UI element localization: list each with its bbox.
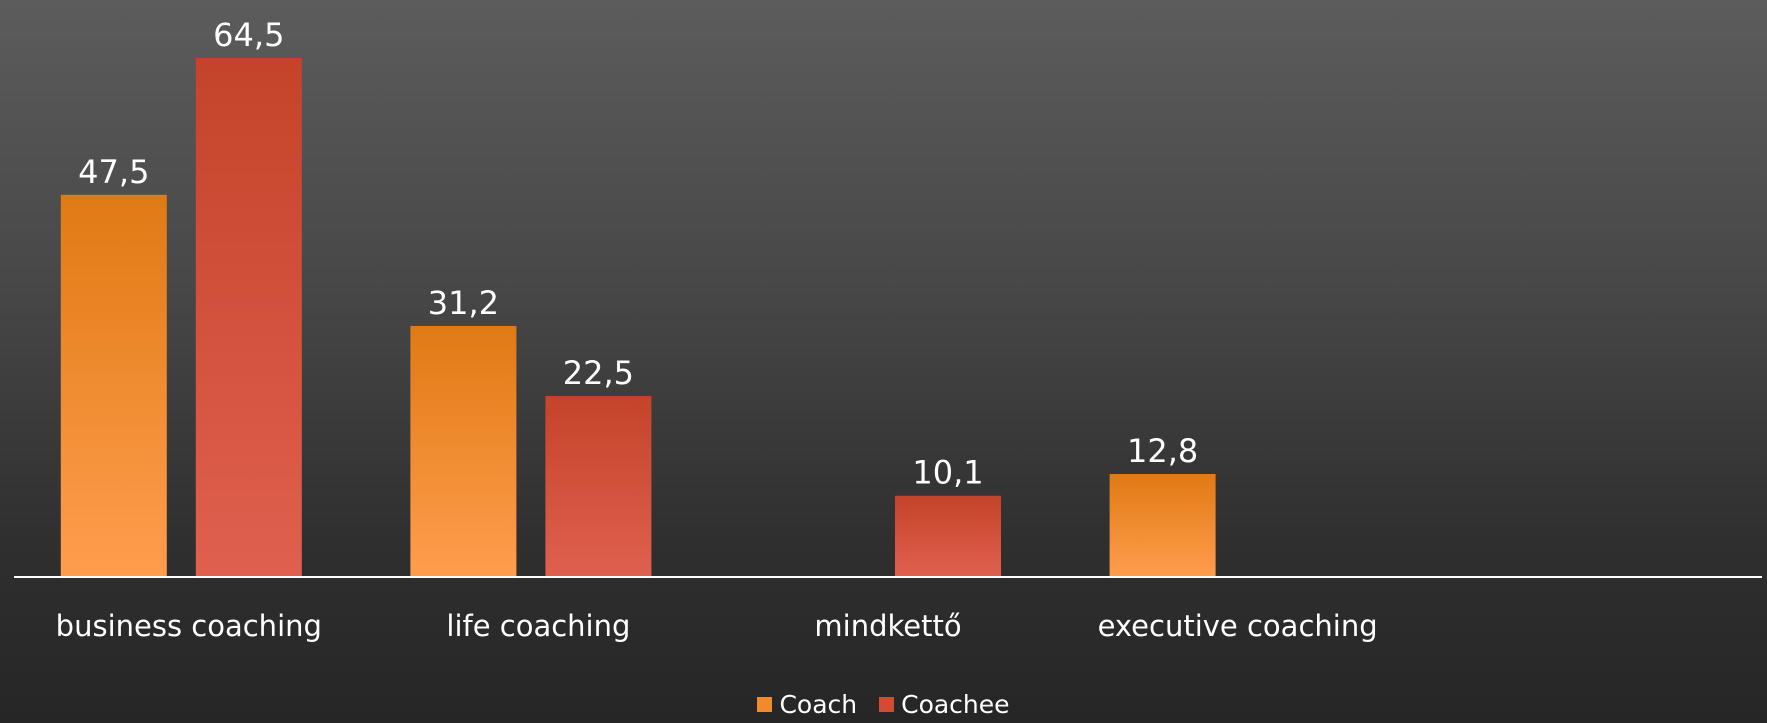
data-label-coach-1: 31,2 [428,284,499,322]
data-label-coach-3: 12,8 [1127,432,1198,470]
x-tick-label-0: business coaching [56,609,322,643]
legend-item-coach: Coach [757,690,857,719]
bar-coachee-0 [195,58,302,577]
legend-swatch-coachee [879,697,895,712]
x-tick-label-1: life coaching [446,609,630,643]
data-label-coach-0: 47,5 [78,153,149,191]
bar-coachee-1 [545,395,652,577]
bar-coach-3 [1109,474,1216,577]
data-label-coachee-1: 22,5 [563,354,634,392]
bar-coach-1 [410,325,517,577]
bar-coachee-2 [895,495,1001,577]
legend-swatch-coach [757,697,773,712]
legend-item-coachee: Coachee [879,690,1010,719]
legend: Coach Coachee [0,690,1767,719]
bar-coach-0 [60,194,167,577]
legend-label-coachee: Coachee [901,690,1010,719]
x-tick-label-2: mindkettő [814,609,961,643]
data-label-coachee-2: 10,1 [912,454,983,492]
data-label-coachee-0: 64,5 [213,16,284,54]
legend-label-coach: Coach [779,690,858,719]
x-tick-label-3: executive coaching [1098,609,1378,643]
